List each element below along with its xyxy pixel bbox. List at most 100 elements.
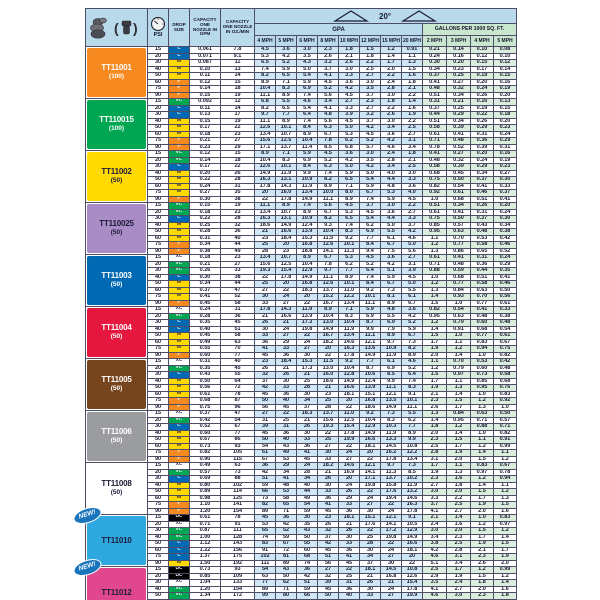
table-row: TT110025 (50) 15 VC 0.15 19 11.1 8.9 7.4 5.6 4.5 3.… <box>85 202 517 255</box>
table-row: 30 C 0.52 67 39 31 26 19.3 15.4 12.9 10.3 7.7 1.8 1.2… <box>86 423 517 431</box>
gallons-cell: 1.8 <box>493 592 517 600</box>
table-row: TT11010 NEW! 15 UC 0.61 78 45 36 30 23 18.1 15.1 12.… <box>72 505 517 567</box>
table-row: TT11005 (50) 15 XC 0.31 40 23 18.4 15.3 11.5 9.2 7.… <box>85 358 517 411</box>
gallons-cell: 0.20 <box>493 91 517 99</box>
gallons-cell: 0.97 <box>493 520 517 528</box>
nozzle-label-cell: TT11002 (50) <box>85 150 148 203</box>
gallons-cell: 0.12 <box>493 59 517 67</box>
paren-close: ) <box>133 20 138 36</box>
nozzle-strainer-size: (100) <box>108 73 125 81</box>
gallons-cell: 0.99 <box>493 566 517 574</box>
gallons-speed-header: 4 MPH <box>470 35 494 47</box>
table-row: 90 F 0.23 29 17.1 13.7 11.4 8.5 6.8 5.7 4.6 3.4 0.78… <box>86 143 517 151</box>
nozzle-label-cell: TT11004 (50) <box>85 306 148 359</box>
nozzle-code: TT11008 <box>101 479 132 489</box>
psi-header: PSI <box>147 8 169 47</box>
gallons-cell: 1.7 <box>493 546 517 554</box>
nozzle-code: TT11004 <box>101 323 132 333</box>
gallons-header: GALLONS PER 1000 SQ. FT. <box>422 23 517 36</box>
gallons-speed-header: 2 MPH <box>422 35 447 47</box>
nozzle-code: TT11002 <box>101 167 132 177</box>
table-row: 40 M 0.10 13 7.4 5.9 5.0 3.7 3.0 2.5 2.0 1.5 0.34 0.2… <box>86 65 517 73</box>
table-row: 30 C 0.17 22 12.6 10.1 8.4 6.3 5.0 4.2 3.4 2.5 0.58 0… <box>86 163 517 171</box>
nozzle-code: TT11012 <box>101 587 132 597</box>
table-row: 20 C 0.11 14 8.2 6.5 5.4 4.1 3.3 2.7 2.2 1.6 0.37 0.2… <box>86 104 517 112</box>
table-row: 30 C 0.13 17 9.7 7.7 6.4 4.8 3.9 3.2 2.6 1.9 0.44 0.2… <box>86 111 517 119</box>
gallons-cell: 0.19 <box>493 85 517 93</box>
nozzle-label-cell: TT11008 (50) <box>85 462 148 515</box>
table-row: 60 M 0.61 78 45 36 30 23 18.1 15.1 12.1 9.1 2.1 1.4 1.… <box>86 390 517 398</box>
table-row: 50 M 0.11 14 8.2 6.5 5.4 4.1 3.3 2.7 2.2 1.6 0.37 0.2… <box>86 72 517 80</box>
gallons-cell: 1.2 <box>493 527 517 535</box>
nozzle-label-cell: TT110015 (100) <box>85 98 148 151</box>
table-row: 30 VC 0.26 33 19.3 15.4 12.9 9.7 7.7 6.4 5.1 3.9 0.8… <box>86 267 517 275</box>
gallons-cell: 0.16 <box>493 78 517 86</box>
nozzle-strainer-size: (100) <box>108 125 125 133</box>
gpa-speed-header: 20 MPH <box>401 35 423 47</box>
nozzle-strainer-size: (50) <box>110 437 123 445</box>
nozzle-code: TT11010 <box>101 535 132 545</box>
gallons-speed-header: 5 MPH <box>493 35 517 47</box>
table-row: 75 C 1.37 175 102 81 68 51 41 34 27 20 4.6 3.1 2.3 1.9 <box>86 553 517 561</box>
table-row: TT110015 (100) 15 VC 0.092 12 6.8 5.5 4.6 3.4 2.7 2… <box>85 98 517 151</box>
gallons-cell: 1.5 <box>493 540 517 548</box>
table-row: 60 F 0.12 15 8.9 7.1 5.9 4.5 3.6 3.0 2.4 1.8 0.41 0.2… <box>86 78 517 86</box>
header-icons-cell: ( ) <box>85 8 148 47</box>
table-header: ( ) PSI <box>85 8 517 47</box>
table-row: 50 C 1.12 143 83 67 55 42 33 28 22 16.6 3.8 2.5 1.9 1.5 <box>86 540 517 548</box>
gallons-cell: 2.0 <box>493 559 517 567</box>
table-row: TT11003 (50) 15 XC 0.18 23 13.4 10.7 8.9 6.7 5.3 4.… <box>85 254 517 307</box>
nozzle-code: TT11005 <box>101 375 132 385</box>
table-body: TT11001 (100) 15 C 0.061 7.8 4.5 3.6 3.0 2.3 1.8 1.… <box>72 46 517 600</box>
table-row: 20 VC 0.18 23 13.4 10.7 8.9 6.7 5.3 4.5 3.6 2.7 0.61… <box>86 208 517 216</box>
nozzle-strainer-size: (50) <box>110 177 123 185</box>
nozzle-label-cell: TT11010 NEW! <box>72 505 148 567</box>
table-row: 40 M 0.20 26 14.9 11.9 9.9 7.4 5.9 5.0 4.0 3.0 0.68 0… <box>86 169 517 177</box>
new-badge: NEW! <box>72 505 103 526</box>
gpa-speed-header: 15 MPH <box>380 35 402 47</box>
gallons-cell: 0.15 <box>493 72 517 80</box>
gpa-speed-header: 12 MPH <box>359 35 381 47</box>
nozzle-strainer-size: (50) <box>110 333 123 341</box>
table-row: 50 VC 1.34 172 99 80 66 50 40 33 27 19.9 4.6 3.0 2.3 1.… <box>86 592 517 600</box>
drop-size-header: DROP SIZE <box>168 8 190 47</box>
gallons-cell: 1.6 <box>493 585 517 593</box>
table-row: 90 F 1.20 154 89 71 59 45 36 30 24 17.8 4.1 2.7 2.0 1.6 <box>86 507 517 515</box>
table-row: TT11001 (100) 15 C 0.061 7.8 4.5 3.6 3.0 2.3 1.8 1.… <box>85 46 517 99</box>
nozzle-code: TT110015 <box>99 115 134 125</box>
paren-open: ( <box>114 20 119 36</box>
table-row: 90 F 0.15 19 11.1 8.9 7.4 5.6 4.5 3.7 3.0 2.2 0.51 0.… <box>86 91 517 99</box>
nozzle-strainer-size: (50) <box>110 229 123 237</box>
table-row: 60 C 1.22 156 91 72 60 45 36 30 24 18.1 4.2 2.8 2.1 1.7 <box>86 546 517 554</box>
table-row: TT11012 NEW! 15 UC 0.73 93 54 43 36 27 22 18.1 14.5 1… <box>72 557 517 600</box>
twinjet-nozzle-icon: ( ) <box>89 17 138 38</box>
gallons-cell: 1.2 <box>493 572 517 580</box>
nozzle-code: TT11001 <box>101 63 132 73</box>
table-row: 30 C 0.35 45 26 21 17.3 13.0 10.4 8.7 6.9 5.2 1.2 0.7… <box>86 319 517 327</box>
table-row: 40 VC 1.20 154 89 71 59 45 36 30 24 17.8 4.1 2.7 2.0 1.… <box>86 585 517 593</box>
pressure-gauge-icon <box>150 17 166 32</box>
table-row: 90 F 0.45 58 33 27 22 16.7 13.4 11.1 8.9 6.7 1.5 1.0 0… <box>86 299 517 307</box>
gallons-cell: 1.4 <box>493 533 517 541</box>
nozzle-label-cell: TT11003 (50) <box>85 254 148 307</box>
table-row: 75 M 0.27 35 20 16.0 13.4 10.0 8.0 6.7 5.3 4.0 0.92 0… <box>86 189 517 197</box>
table-row: 20 VC 0.42 54 31 25 21 15.6 12.5 10.4 8.3 6.2 1.4 0.9… <box>86 416 517 424</box>
table-row: 75 F 0.14 18 10.4 8.3 6.9 5.2 4.2 3.5 2.8 2.1 0.48 0.… <box>86 85 517 93</box>
table-row: 90 M 1.50 192 111 89 74 56 45 37 30 22 5.1 3.4 2.6 2.0 <box>86 559 517 567</box>
nozzle-strainer-size: (50) <box>110 385 123 393</box>
table-row: 60 M 0.18 23 13.4 10.7 8.9 6.7 5.3 4.5 3.6 2.7 0.61 0… <box>86 130 517 138</box>
gpa-speed-header: 6 MPH <box>296 35 318 47</box>
twin-fan-angle-icon: 20° <box>332 9 437 22</box>
nozzle-code: TT11003 <box>101 271 132 281</box>
gpa-speed-header: 8 MPH <box>317 35 339 47</box>
table-row: 40 VC 1.00 128 74 59 50 37 30 25 19.8 14.9 3.4 2.3 1.7… <box>86 533 517 541</box>
table-row: 60 M 0.31 40 23 18.4 15.3 11.5 9.2 7.7 6.1 4.6 1.1 0.… <box>86 234 517 242</box>
psi-header-label: PSI <box>153 32 163 39</box>
table-row: 90 F 0.60 77 45 36 30 22 17.8 14.9 11.9 8.9 2.0 1.4 1.… <box>86 351 517 359</box>
gallons-cell: 0.20 <box>493 117 517 125</box>
gallons-cell: 1.4 <box>493 579 517 587</box>
new-badge: NEW! <box>72 557 103 578</box>
gallons-speed-header: 3 MPH <box>446 35 471 47</box>
table-row: 60 M 0.73 93 54 43 36 27 22 18.1 14.5 10.8 2.5 1.7 1.2… <box>86 442 517 450</box>
table-row: 20 VC 0.57 73 42 34 28 21 16.9 14.1 11.3 8.5 1.9 1.3 0… <box>86 468 517 476</box>
